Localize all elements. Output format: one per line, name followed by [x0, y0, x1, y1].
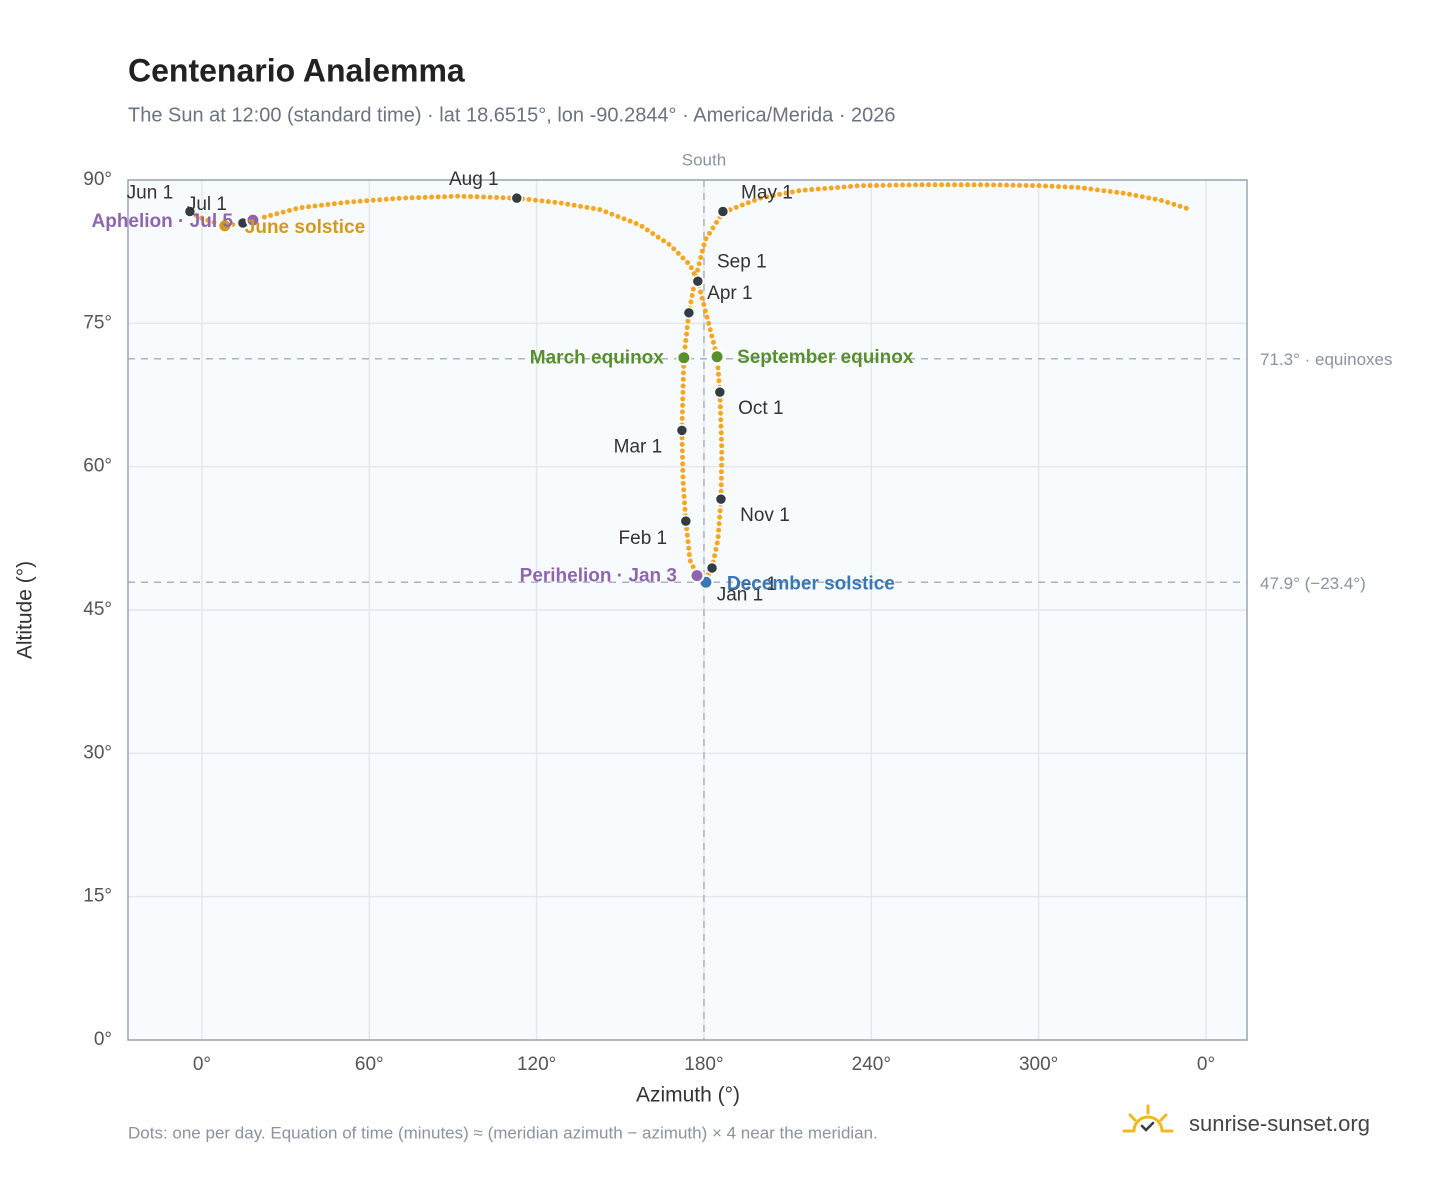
x-tick-label: 0° [1197, 1054, 1215, 1075]
x-tick-label: 120° [517, 1054, 556, 1075]
x-tick-label: 180° [684, 1054, 723, 1075]
month-marker [714, 492, 728, 506]
month-label: Aug 1 [449, 169, 499, 190]
reference-label: 71.3° · equinoxes [1260, 350, 1393, 369]
month-marker [716, 205, 730, 218]
month-marker [679, 514, 693, 528]
x-tick-label: 300° [1019, 1054, 1058, 1075]
month-label: May 1 [741, 183, 793, 204]
event-marker [689, 568, 705, 584]
y-tick-label: 75° [83, 312, 112, 333]
event-label: Aphelion · Jul 5 [92, 211, 234, 232]
meridian-label: South [682, 150, 726, 169]
month-marker [691, 275, 705, 288]
event-marker [245, 212, 261, 228]
month-marker [183, 205, 197, 218]
footnote: Dots: one per day. Equation of time (min… [128, 1123, 878, 1142]
event-marker [217, 218, 233, 234]
month-marker [510, 191, 524, 205]
y-tick-label: 0° [94, 1029, 112, 1050]
event-label: September equinox [737, 347, 914, 368]
month-label: Oct 1 [738, 398, 783, 419]
y-tick-label: 90° [83, 169, 112, 190]
x-axis-title: Azimuth (°) [636, 1084, 740, 1107]
y-tick-label: 30° [83, 742, 112, 763]
y-tick-label: 45° [83, 599, 112, 620]
month-label: Dec 1 [727, 574, 777, 595]
plot-border [127, 179, 1248, 1041]
month-label: Feb 1 [619, 528, 668, 549]
month-marker [682, 306, 696, 320]
event-label: March equinox [530, 348, 665, 369]
brand: sunrise-sunset.org [1189, 1111, 1370, 1136]
chart-subtitle: The Sun at 12:00 (standard time) · lat 1… [128, 104, 896, 126]
month-label: Jan 1 [717, 584, 763, 605]
month-label: Apr 1 [707, 283, 752, 304]
x-tick-label: 240° [852, 1054, 891, 1075]
month-marker [705, 561, 719, 575]
y-axis-title: Altitude (°) [14, 561, 37, 659]
month-label: Jul 1 [187, 194, 227, 215]
y-tick-label: 15° [83, 886, 112, 907]
reference-label: 47.9° (−23.4°) [1260, 574, 1366, 593]
month-marker [713, 385, 727, 399]
event-label: June solstice [245, 217, 365, 238]
event-marker [709, 349, 725, 365]
event-marker [676, 350, 692, 366]
month-label: Nov 1 [740, 505, 790, 526]
brand-logo [1122, 1104, 1174, 1133]
month-label: Sep 1 [717, 251, 767, 272]
month-label: Jun 1 [127, 183, 173, 204]
month-label: Mar 1 [614, 436, 663, 457]
chart-title: Centenario Analemma [128, 52, 465, 88]
x-tick-label: 0° [193, 1054, 211, 1075]
y-tick-label: 60° [83, 456, 112, 477]
event-label: December solstice [727, 573, 895, 594]
event-label: Perihelion · Jan 3 [520, 566, 677, 587]
month-marker [675, 424, 689, 437]
x-tick-label: 60° [355, 1054, 384, 1075]
